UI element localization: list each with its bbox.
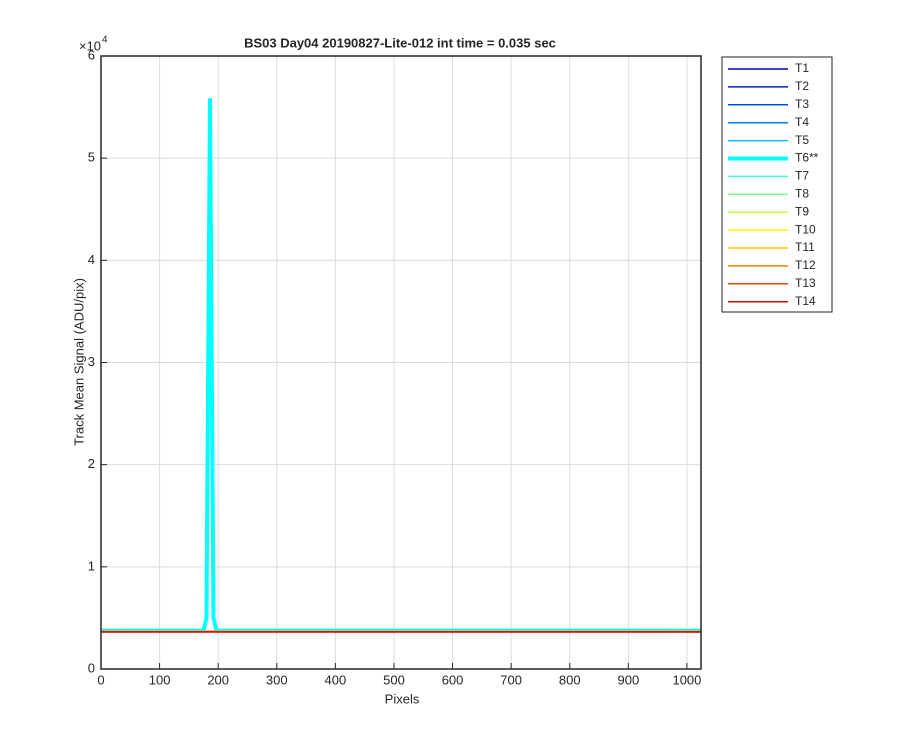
legend-label: T13 xyxy=(795,276,816,290)
y-tick-label: 0 xyxy=(88,660,95,675)
y-tick-label: 3 xyxy=(88,354,95,369)
series-line xyxy=(100,97,702,633)
y-exponent-power: 4 xyxy=(102,35,108,46)
legend-label: T3 xyxy=(795,97,809,111)
legend-label: T1 xyxy=(795,61,809,75)
legend-label: T4 xyxy=(795,115,809,129)
x-tick-label: 400 xyxy=(325,672,347,687)
legend: T1 T2 T3 T4 T5 T6** T7 T8 T9 T10 T11 T12 T13 T14 xyxy=(728,61,819,308)
x-tick-label: 1000 xyxy=(672,672,701,687)
x-axis-label: Pixels xyxy=(385,691,420,706)
legend-label: T8 xyxy=(795,186,809,200)
y-tick-label: 6 xyxy=(88,47,95,62)
legend-label: T6** xyxy=(795,151,819,165)
ticks: 0 100 200 300 400 500 600 700 800 900 1000 0 1 2 3 4 5 6 xyxy=(88,47,702,687)
x-tick-label: 800 xyxy=(559,672,581,687)
y-tick-label: 5 xyxy=(88,150,95,165)
y-exponent-base: ×10 xyxy=(79,38,101,53)
chart-title: BS03 Day04 20190827-Lite-012 int time = … xyxy=(244,35,556,50)
x-tick-label: 600 xyxy=(442,672,464,687)
legend-label: T14 xyxy=(795,294,816,308)
legend-label: T12 xyxy=(795,258,816,272)
legend-label: T10 xyxy=(795,222,816,236)
y-tick-label: 4 xyxy=(88,252,95,267)
grid xyxy=(100,55,701,670)
legend-label: T11 xyxy=(795,240,815,254)
x-tick-label: 100 xyxy=(149,672,171,687)
y-tick-label: 2 xyxy=(88,456,95,471)
x-tick-label: 500 xyxy=(383,672,405,687)
y-tick-label: 1 xyxy=(88,558,95,573)
legend-box xyxy=(721,56,833,313)
legend-label: T2 xyxy=(795,79,809,93)
legend-label: T7 xyxy=(795,169,809,183)
x-tick-label: 0 xyxy=(97,672,104,687)
y-axis-label: Track Mean Signal (ADU/pix) xyxy=(71,278,86,446)
x-tick-label: 700 xyxy=(500,672,522,687)
legend-label: T9 xyxy=(795,204,809,218)
lines xyxy=(100,97,702,633)
legend-label: T5 xyxy=(795,133,809,147)
x-tick-label: 900 xyxy=(617,672,639,687)
x-tick-label: 200 xyxy=(207,672,229,687)
x-tick-label: 300 xyxy=(266,672,288,687)
